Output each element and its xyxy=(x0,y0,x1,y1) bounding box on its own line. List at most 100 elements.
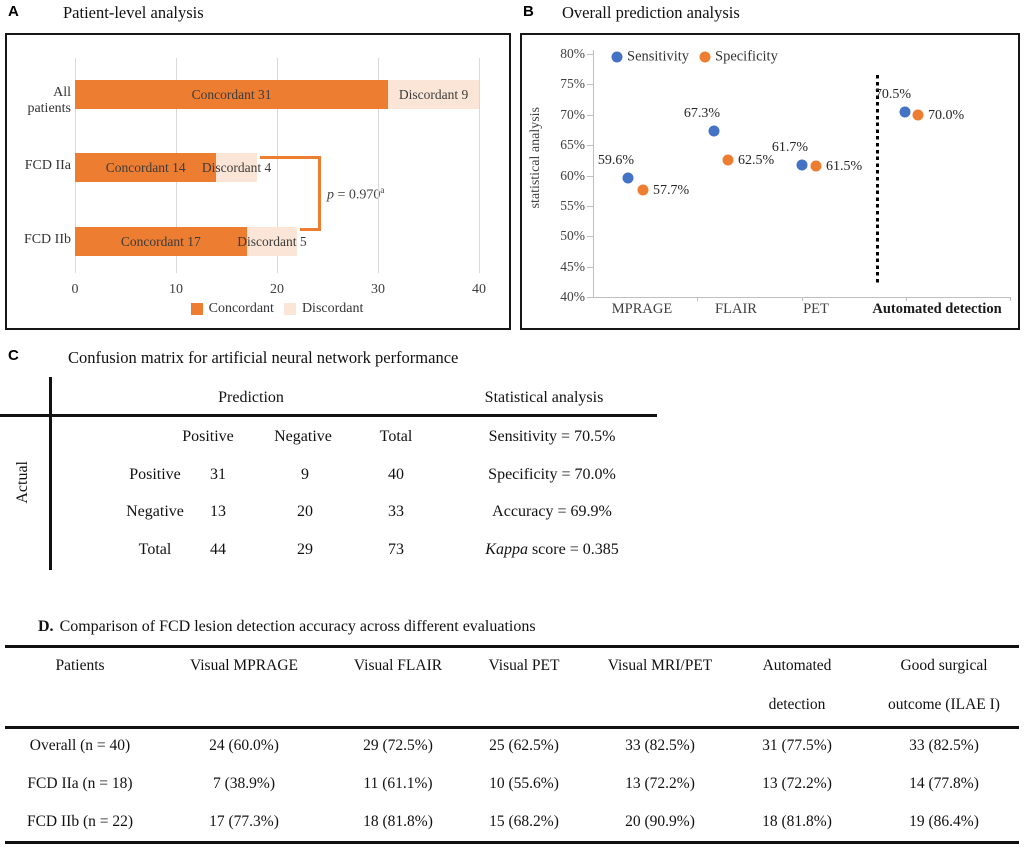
bracket-vertical-line xyxy=(318,156,322,231)
d-row0-c1: 24 (60.0%) xyxy=(209,737,279,754)
specificity-legend-label: Specificity xyxy=(715,48,778,65)
y-tick-mark xyxy=(587,266,593,268)
panel-c-title: Confusion matrix for artificial neural n… xyxy=(68,348,459,367)
x-category-label: PET xyxy=(803,301,829,317)
d-row0-c2: 29 (72.5%) xyxy=(363,737,433,754)
d-row2-c1: 17 (77.3%) xyxy=(209,813,279,830)
col-header-negative: Negative xyxy=(274,428,332,445)
d-row2-c4: 20 (90.9%) xyxy=(625,813,695,830)
d-header-automated-1: Automated xyxy=(762,657,832,674)
d-row0-c6: 33 (82.5%) xyxy=(909,737,979,754)
p-value-annotation: p = 0.970a xyxy=(327,185,384,204)
d-row1-c1: 7 (38.9%) xyxy=(213,775,275,792)
d-header-outcome-2: outcome (ILAE I) xyxy=(888,696,1000,713)
d-row0-c3: 25 (62.5%) xyxy=(489,737,559,754)
cell-fp: 13 xyxy=(210,503,226,520)
category-label: All patients xyxy=(27,84,71,116)
concordant-bar-segment: Concordant 17 xyxy=(75,227,247,256)
sensitivity-data-point xyxy=(708,125,720,137)
x-tick-label: 40 xyxy=(472,282,486,297)
panel-a-label: A xyxy=(8,3,19,20)
data-point-label: 70.5% xyxy=(874,86,912,102)
d-header-automated-2: detection xyxy=(768,696,826,713)
d-row0-c4: 33 (82.5%) xyxy=(625,737,695,754)
d-row1-c2: 11 (61.1%) xyxy=(363,775,433,792)
d-row2-c6: 19 (86.4%) xyxy=(909,813,979,830)
cell-pred-pos-total: 44 xyxy=(210,541,226,558)
discordant-legend-label: Discordant xyxy=(301,301,364,316)
table-top-rule xyxy=(5,645,1019,648)
category-label: FCD IIa xyxy=(24,157,71,173)
data-point-label: 70.0% xyxy=(928,107,965,123)
row-label-positive: Positive xyxy=(129,466,181,483)
d-row2-c2: 18 (81.8%) xyxy=(363,813,433,830)
x-tick-label: 30 xyxy=(371,282,385,297)
bracket-top-line xyxy=(259,156,319,159)
d-row1-c6: 14 (77.8%) xyxy=(909,775,979,792)
discordant-bar-segment: Discordant 4 xyxy=(202,153,271,182)
x-tick-mark xyxy=(697,297,699,302)
y-tick-mark xyxy=(587,297,593,299)
x-tick-label: 20 xyxy=(270,282,284,297)
y-tick-label: 45% xyxy=(560,258,585,274)
actual-axis-label: Actual xyxy=(14,461,31,504)
d-header-pet: Visual PET xyxy=(488,657,560,674)
y-tick-mark xyxy=(587,54,593,55)
d-row0-c5: 31 (77.5%) xyxy=(762,737,832,754)
specificity-data-point xyxy=(912,109,924,121)
table-header-rule xyxy=(5,726,1019,729)
panel-d-label: D. xyxy=(38,618,54,635)
d-row2-label: FCD IIb (n = 22) xyxy=(26,813,134,830)
stat-accuracy: Accuracy = 69.9% xyxy=(492,503,612,520)
data-point-label: 57.7% xyxy=(653,182,690,198)
d-row1-c3: 10 (55.6%) xyxy=(489,775,559,792)
p-value-symbol: p xyxy=(327,187,334,203)
d-row1-c5: 13 (72.2%) xyxy=(762,775,832,792)
cell-pred-neg-total: 29 xyxy=(297,541,313,558)
p-value-text: = 0.970 xyxy=(334,187,381,203)
specificity-data-point xyxy=(722,154,734,166)
concordant-bar-segment: Concordant 31 xyxy=(75,80,389,109)
y-tick-label: 55% xyxy=(560,198,585,213)
table-bottom-rule xyxy=(5,841,1019,844)
cell-tp: 31 xyxy=(210,466,226,483)
specificity-legend-dot xyxy=(699,51,711,63)
row-label-total: Total xyxy=(138,541,172,558)
bracket-bottom-line xyxy=(300,228,319,231)
x-tick-label: 0 xyxy=(71,282,79,297)
x-category-label: Automated detection xyxy=(872,301,1002,317)
panel-b-label: B xyxy=(523,3,534,20)
data-point-label: 67.3% xyxy=(683,106,721,122)
col-header-positive: Positive xyxy=(182,428,234,445)
y-tick-mark xyxy=(587,236,593,238)
d-row1-c4: 13 (72.2%) xyxy=(625,775,695,792)
y-tick-label: 75% xyxy=(560,76,585,92)
prediction-scatter-chart: statistical analysis Sensitivity Specifi… xyxy=(520,33,1020,330)
cell-pos-total: 40 xyxy=(388,466,404,483)
sensitivity-data-point xyxy=(622,172,634,184)
y-tick-mark xyxy=(587,84,593,86)
x-category-label: FLAIR xyxy=(715,301,757,317)
data-point-label: 62.5% xyxy=(738,153,775,169)
automated-detection-separator-line xyxy=(876,75,879,285)
y-tick-label: 60% xyxy=(560,167,585,183)
y-axis-line xyxy=(593,50,594,299)
d-header-flair: Visual FLAIR xyxy=(353,657,443,674)
prediction-group-header: Prediction xyxy=(218,389,284,406)
stat-kappa: Kappa score = 0.385 xyxy=(485,541,618,559)
cell-neg-total: 33 xyxy=(388,503,404,520)
panel-c-label: C xyxy=(8,347,19,364)
stat-specificity: Specificity = 70.0% xyxy=(488,466,616,483)
bar-chart-legend: Concordant Discordant xyxy=(75,301,479,317)
p-value-superscript: a xyxy=(380,185,385,195)
actual-axis-line xyxy=(49,377,52,570)
x-tick-mark xyxy=(905,297,907,302)
x-tick-label: 10 xyxy=(169,282,183,297)
kappa-word: Kappa xyxy=(485,541,528,558)
y-tick-mark xyxy=(587,175,593,177)
concordant-legend-label: Concordant xyxy=(208,301,274,316)
sensitivity-legend-label: Sensitivity xyxy=(627,48,690,65)
panel-d-title-text: Comparison of FCD lesion detection accur… xyxy=(59,618,536,635)
specificity-data-point xyxy=(810,160,822,172)
